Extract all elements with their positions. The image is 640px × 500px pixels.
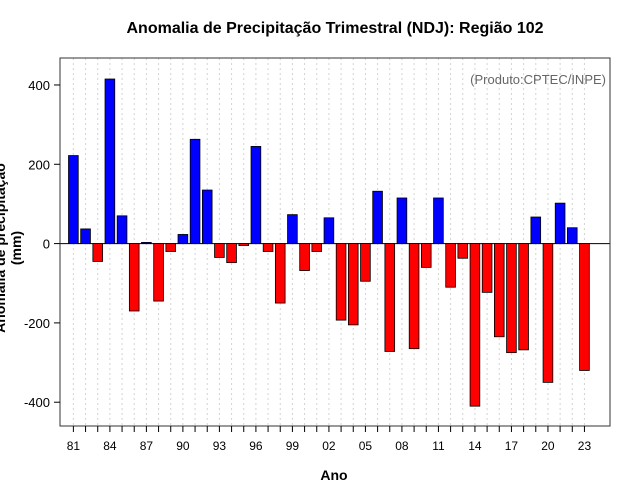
bar-1992	[201, 189, 213, 244]
bar-1982	[80, 228, 91, 244]
bar-1999	[287, 214, 298, 244]
bar-1993	[214, 243, 225, 258]
bar-1988	[153, 243, 164, 302]
x-tick-label: 23	[578, 439, 592, 453]
x-tick-label: 14	[468, 439, 482, 453]
y-tick-label: 400	[28, 78, 50, 93]
x-tick-label: 02	[322, 439, 336, 453]
bar-1990	[177, 234, 189, 244]
bar-2005	[360, 243, 371, 282]
bar-2017	[506, 243, 517, 354]
bar-2004	[347, 243, 359, 326]
bar-1991	[189, 138, 201, 244]
bar-1981	[68, 155, 79, 244]
bar-2013	[457, 243, 469, 259]
y-tick-label: -400	[24, 395, 50, 410]
x-tick-label: 20	[541, 439, 555, 453]
x-tick-label: 99	[286, 439, 300, 453]
x-tick-label: 96	[249, 439, 263, 453]
bar-1997	[262, 243, 274, 252]
x-tick-label: 05	[359, 439, 373, 453]
bar-1998	[274, 243, 286, 304]
bar-2003	[335, 243, 347, 321]
bar-1983	[92, 243, 103, 262]
y-tick-label: -200	[24, 316, 50, 331]
x-axis-label: Ano	[320, 467, 348, 483]
bar-2006	[372, 190, 383, 244]
x-tick-label: 87	[140, 439, 154, 453]
bar-2022	[567, 227, 578, 244]
bar-2021	[554, 202, 566, 244]
x-tick-label: 81	[67, 439, 81, 453]
x-tick-label: 17	[505, 439, 519, 453]
bar-2019	[530, 216, 542, 244]
bar-2007	[384, 243, 396, 352]
bar-1984	[104, 78, 116, 244]
plot-frame	[59, 57, 611, 427]
annotation-text: (Produto:CPTEC/INPE)	[470, 72, 606, 87]
bar-2011	[433, 197, 444, 244]
x-tick-label: 93	[213, 439, 227, 453]
x-tick-label: 11	[432, 439, 445, 453]
bar-2018	[518, 243, 529, 351]
bar-2015	[481, 243, 493, 293]
bar-2002	[323, 217, 335, 244]
x-tick-label: 08	[395, 439, 409, 453]
bar-1995	[238, 243, 250, 246]
bar-2012	[445, 243, 456, 288]
bar-1985	[116, 215, 128, 244]
chart-title: Anomalia de Precipitação Trimestral (NDJ…	[126, 20, 544, 37]
bar-1996	[250, 146, 262, 244]
bar-2000	[299, 243, 310, 271]
y-tick-label: 200	[28, 157, 50, 172]
bar-1989	[165, 243, 176, 252]
y-tick-label: 0	[43, 237, 50, 252]
bar-2020	[542, 243, 554, 383]
bar-2001	[311, 243, 323, 252]
bar-2010	[420, 243, 432, 268]
bar-1994	[226, 243, 237, 264]
bar-2023	[579, 243, 590, 371]
bar-2009	[408, 243, 420, 350]
x-tick-label: 90	[176, 439, 190, 453]
bar-2014	[469, 243, 481, 407]
bar-1986	[128, 243, 140, 312]
bar-2008	[396, 197, 408, 244]
bar-2016	[494, 243, 505, 338]
x-tick-label: 84	[103, 439, 117, 453]
bar-1987	[141, 241, 152, 244]
